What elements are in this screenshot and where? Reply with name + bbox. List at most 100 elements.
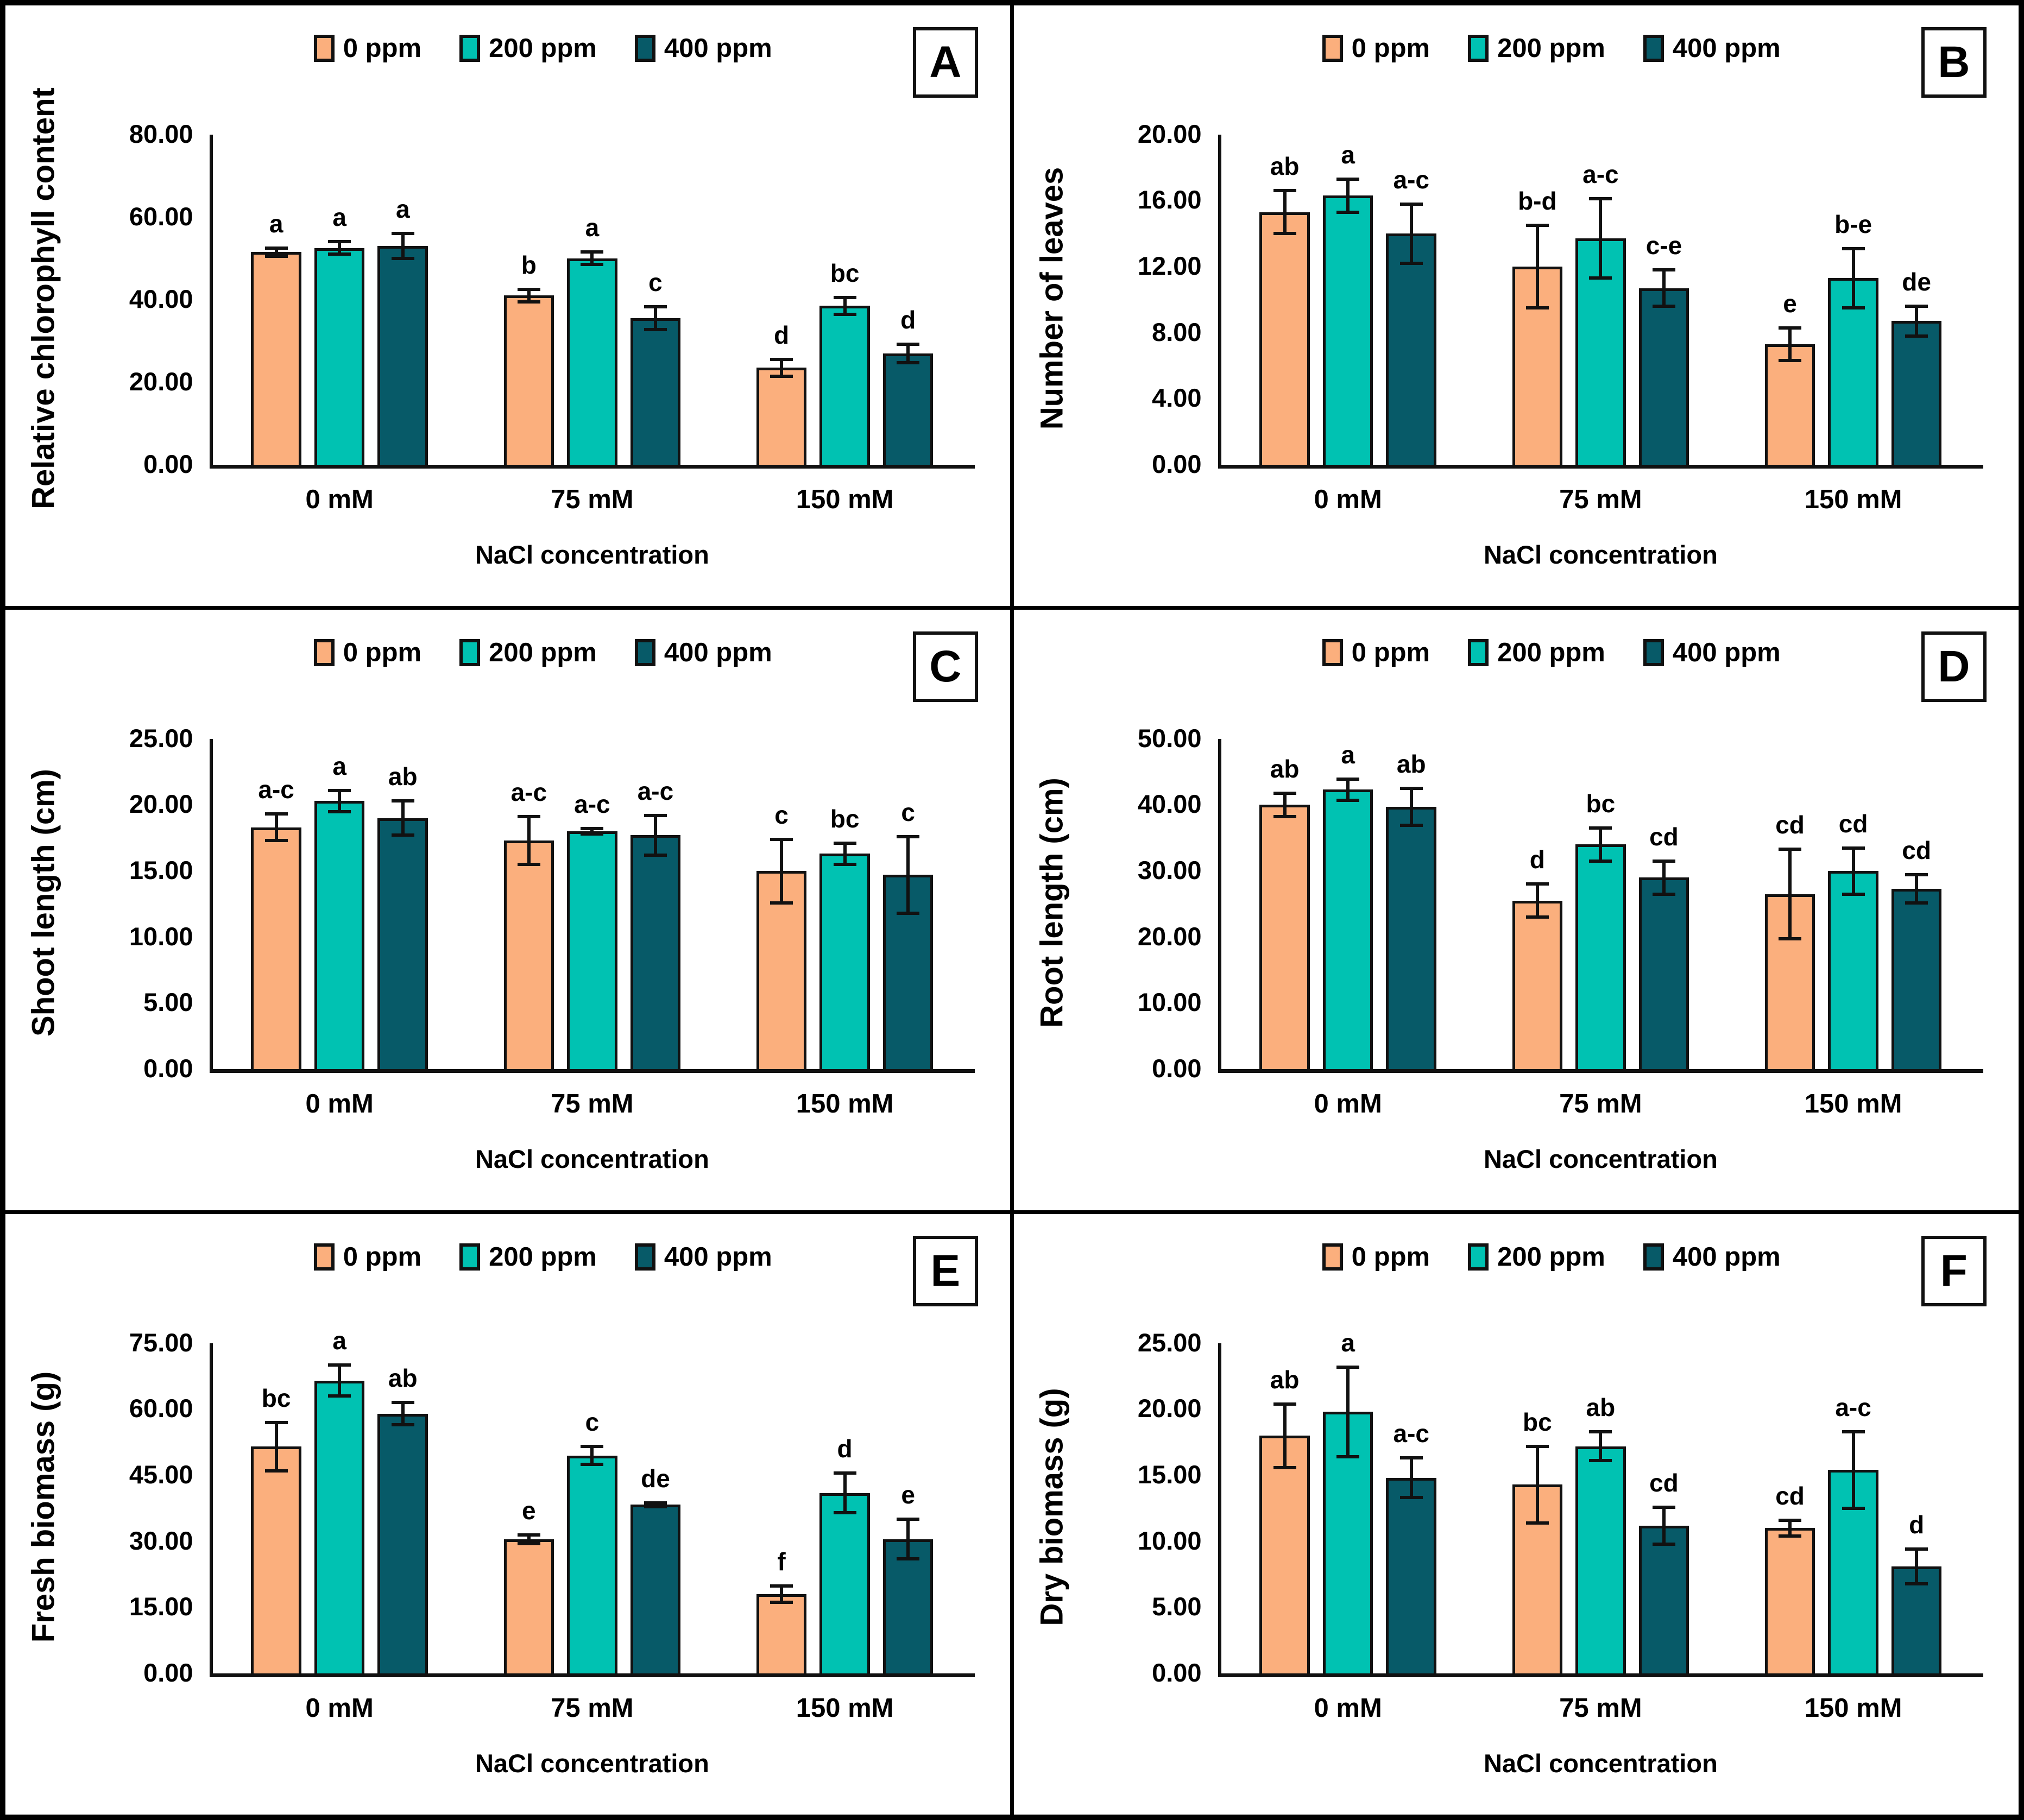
error-bar-cap (770, 1584, 793, 1588)
y-axis-line (209, 134, 213, 469)
error-bar-cap (833, 842, 856, 845)
significance-letter: a-c (1393, 1419, 1429, 1448)
legend-label: 0 ppm (343, 637, 422, 667)
significance-letter: cd (1775, 1481, 1805, 1510)
legend-label: 0 ppm (343, 33, 422, 63)
legend: 0 ppm 200 ppm 400 ppm (76, 1242, 1011, 1272)
chart-panel: 0 ppm 200 ppm 400 ppm B Number of leaves 20… (1014, 5, 2019, 606)
y-tick-label: 45.00 (129, 1460, 193, 1489)
y-tick-label: 12.00 (1137, 251, 1202, 281)
bar (1638, 1525, 1689, 1677)
error-bar-line (274, 1422, 278, 1471)
error-bar-cap (1589, 1459, 1612, 1463)
bar (1512, 267, 1563, 468)
error-bar-line (1346, 779, 1350, 800)
error-bar-line (274, 248, 278, 257)
legend: 0 ppm 200 ppm 400 ppm (76, 33, 1011, 64)
y-tick-label: 30.00 (1137, 856, 1202, 885)
error-bar-line (1662, 1507, 1666, 1544)
error-bar-line (653, 306, 657, 330)
y-axis-line (1218, 738, 1221, 1073)
error-bar-line (274, 814, 278, 841)
bar (314, 1380, 365, 1677)
bar (1575, 844, 1626, 1072)
x-axis-title: NaCl concentration (475, 540, 709, 570)
error-bar-cap (897, 835, 920, 838)
significance-letter: b-d (1518, 187, 1557, 216)
y-tick-label: 20.00 (129, 789, 193, 819)
y-axis-title: Number of leaves (1034, 167, 1070, 430)
significance-letter: c-e (1645, 231, 1682, 260)
bar (1259, 212, 1310, 468)
error-bar-line (1409, 1458, 1413, 1498)
significance-letter: bc (830, 259, 860, 288)
error-bar-line (590, 829, 594, 834)
error-bar-cap (517, 815, 540, 819)
y-tick-label: 20.00 (129, 367, 193, 396)
legend-item: 200 ppm (1468, 637, 1605, 668)
x-axis-title: NaCl concentration (475, 1749, 709, 1778)
error-bar-cap (1652, 859, 1675, 863)
significance-letter: c (901, 798, 915, 826)
error-bar-line (1915, 1549, 1919, 1584)
significance-letter: a (1341, 140, 1355, 169)
y-tick-label: 75.00 (129, 1328, 193, 1357)
significance-letter: a (269, 209, 283, 238)
legend-swatch-icon (1322, 639, 1343, 666)
error-bar-cap (328, 240, 351, 244)
error-bar-line (1788, 849, 1792, 939)
error-bar-cap (1589, 197, 1612, 201)
bar (882, 1539, 934, 1677)
chart-panel: 0 ppm 200 ppm 400 ppm F Dry biomass (g) 25.… (1014, 1214, 2019, 1815)
bar (567, 1455, 617, 1677)
y-tick-label: 8.00 (1152, 317, 1202, 346)
x-tick-label: 0 mM (1314, 485, 1382, 515)
legend-item: 400 ppm (634, 33, 772, 64)
error-bar-cap (1652, 1542, 1675, 1546)
legend-swatch-icon (634, 34, 655, 62)
error-bar-cap (264, 1469, 288, 1473)
legend-item: 400 ppm (634, 637, 772, 668)
significance-letter: d (900, 306, 916, 334)
error-bar-cap (1525, 306, 1549, 310)
legend-label: 200 ppm (489, 33, 597, 63)
error-bar-line (1851, 1431, 1855, 1508)
legend-label: 200 ppm (489, 1242, 597, 1272)
significance-letter: d (1909, 1511, 1925, 1539)
significance-letter: e (1783, 289, 1797, 318)
bar (1828, 871, 1878, 1072)
bar (503, 1539, 554, 1677)
error-bar-line (1409, 204, 1413, 264)
error-bar-line (780, 1586, 784, 1602)
error-bar-cap (328, 810, 351, 813)
error-bar-cap (1399, 1456, 1423, 1460)
legend: 0 ppm 200 ppm 400 ppm (1084, 637, 2019, 668)
error-bar-line (1346, 179, 1350, 212)
legend-label: 200 ppm (1497, 1242, 1605, 1272)
error-bar-cap (391, 799, 414, 803)
significance-letter: ab (1270, 754, 1300, 783)
legend-item: 0 ppm (313, 637, 422, 668)
panel-label: B (1921, 27, 1987, 98)
y-tick-label: 25.00 (129, 723, 193, 753)
error-bar-cap (833, 1511, 856, 1515)
error-bar-cap (1336, 177, 1360, 181)
error-bar-cap (833, 312, 856, 316)
error-bar-cap (1399, 1496, 1423, 1500)
error-bar-cap (1273, 815, 1296, 819)
x-tick-label: 150 mM (1804, 1089, 1902, 1119)
error-bar-cap (644, 853, 667, 857)
error-bar-cap (1779, 326, 1802, 330)
bar (503, 841, 554, 1072)
error-bar-cap (1399, 787, 1423, 791)
significance-letter: c (648, 268, 663, 296)
error-bar-line (653, 1503, 657, 1507)
error-bar-line (1788, 327, 1792, 361)
significance-letter: de (1902, 268, 1931, 296)
error-bar-cap (833, 1471, 856, 1475)
error-bar-cap (1336, 798, 1360, 802)
y-tick-label: 20.00 (1137, 119, 1202, 148)
bar (1512, 900, 1563, 1072)
error-bar-cap (581, 1445, 604, 1449)
legend-label: 400 ppm (664, 1242, 772, 1272)
